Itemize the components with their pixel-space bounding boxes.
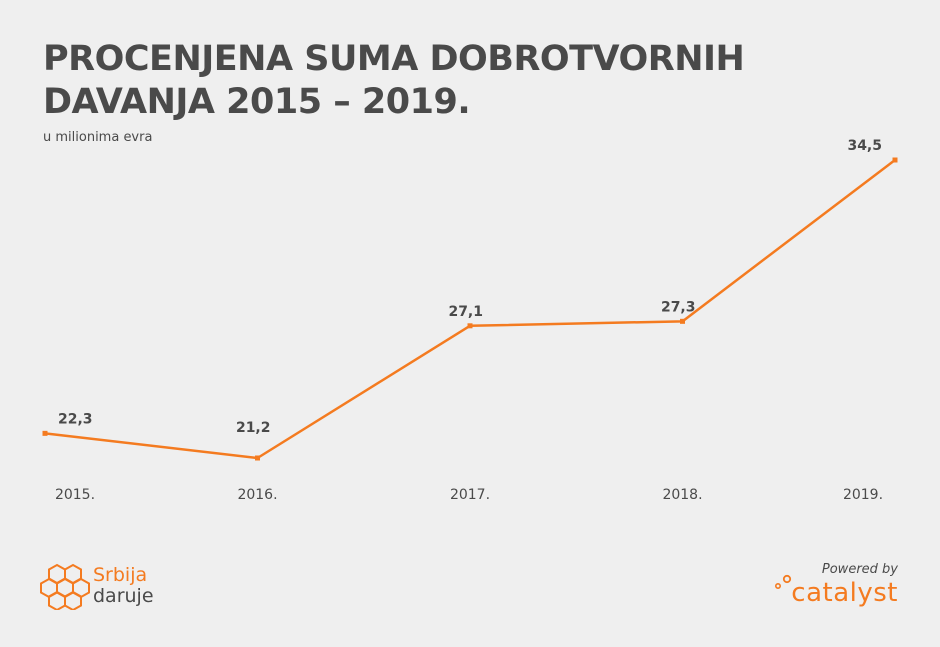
logo-word-srbija: Srbija	[93, 564, 148, 586]
chart-title-line-2: DAVANJA 2015 – 2019.	[43, 82, 471, 122]
srbija-daruje-logo: Srbija daruje	[40, 560, 200, 610]
data-label: 27,1	[448, 304, 483, 320]
data-label: 22,3	[58, 411, 93, 427]
catalyst-logo: Powered by catalyst	[738, 560, 898, 610]
catalyst-dots-icon	[774, 574, 792, 590]
data-point	[680, 318, 685, 324]
data-label: 21,2	[236, 420, 271, 436]
series-layer	[42, 157, 898, 461]
data-point	[255, 455, 260, 461]
x-axis-tick-labels: 2015. 2016. 2017. 2018. 2019.	[55, 487, 883, 503]
chart-title-line-1: PROCENJENA SUMA DOBROTVORNIH	[43, 39, 745, 79]
data-label: 34,5	[847, 138, 882, 154]
logo-word-daruje: daruje	[93, 585, 154, 607]
data-point	[892, 157, 898, 163]
hexagon-cluster-icon	[40, 563, 90, 610]
x-tick-label: 2017.	[450, 487, 490, 503]
chart-subtitle: u milionima evra	[43, 130, 153, 145]
data-point	[42, 430, 48, 436]
value-labels: 22,3 21,2 27,1 27,3 34,5	[58, 138, 882, 436]
powered-by-text: Powered by	[821, 562, 898, 577]
x-tick-label: 2018.	[662, 487, 702, 503]
x-tick-label: 2019.	[843, 487, 883, 503]
data-point	[467, 323, 473, 329]
data-label: 27,3	[661, 299, 696, 315]
catalyst-wordmark: catalyst	[791, 578, 898, 608]
x-tick-label: 2015.	[55, 487, 95, 503]
chart-title: PROCENJENA SUMA DOBROTVORNIH DAVANJA 201…	[43, 38, 903, 124]
x-tick-label: 2016.	[237, 487, 277, 503]
